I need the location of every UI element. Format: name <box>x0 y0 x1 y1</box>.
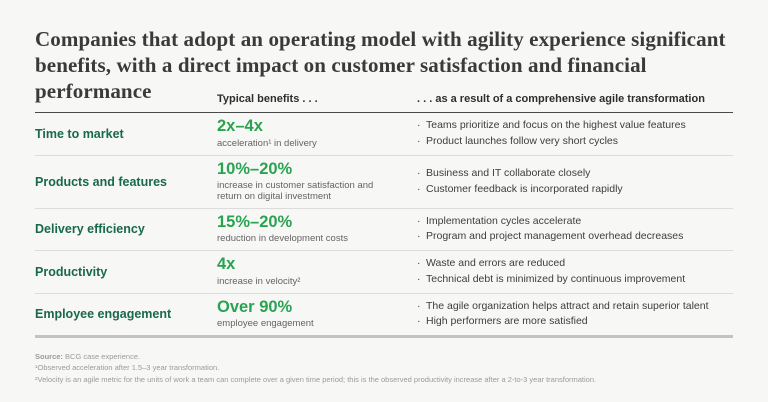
stat-value: 10%–20% <box>217 159 293 178</box>
row-stat-block: 4x increase in velocity² <box>217 256 417 287</box>
row-category-label: Employee engagement <box>35 307 172 322</box>
bullet-item: Teams prioritize and focus on the highes… <box>417 118 733 134</box>
row-stat-block: Over 90% employee engagement <box>217 297 417 330</box>
row-stat-block: 15%–20% reduction in development costs <box>217 212 417 245</box>
column-header-category <box>35 93 217 105</box>
stat-value: Over 90% <box>217 297 293 316</box>
stat-value: 4x <box>217 255 236 274</box>
table-row: Productivity 4x increase in velocity² Wa… <box>35 251 733 294</box>
bullet-item: Waste and errors are reduced <box>417 256 733 272</box>
table-row: Products and features 10%–20% increase i… <box>35 156 733 209</box>
row-category-label: Products and features <box>35 174 167 189</box>
footnote-1: ¹Observed acceleration after 1.5–3 year … <box>35 363 220 373</box>
bullet-item: Business and IT collaborate closely <box>417 166 733 182</box>
column-header-benefits: Typical benefits . . . <box>217 93 318 105</box>
stat-caption: increase in velocity² <box>217 275 301 287</box>
table-row: Employee engagement Over 90% employee en… <box>35 294 733 339</box>
row-bullet-list: Implementation cycles accelerateProgram … <box>417 214 733 246</box>
footnote-source: Source: BCG case experience. <box>35 351 738 362</box>
table-body: Time to market 2x–4x acceleration¹ in de… <box>35 113 733 339</box>
bullet-item: The agile organization helps attract and… <box>417 299 733 315</box>
column-header-results: . . . as a result of a comprehensive agi… <box>417 93 705 105</box>
bullet-item: High performers are more satisfied <box>417 314 733 330</box>
stat-value: 2x–4x <box>217 117 263 136</box>
row-stat-block: 10%–20% increase in customer satisfactio… <box>217 159 417 203</box>
source-label: Source: <box>35 352 63 361</box>
row-category-label: Delivery efficiency <box>35 222 145 237</box>
row-bullet-list: Business and IT collaborate closelyCusto… <box>417 166 733 198</box>
page-title: Companies that adopt an operating model … <box>35 27 726 104</box>
footnotes: Source: BCG case experience. ¹Observed a… <box>35 351 738 385</box>
row-stat-block: 2x–4x acceleration¹ in delivery <box>217 118 417 149</box>
bullet-item: Implementation cycles accelerate <box>417 214 733 230</box>
table-row: Delivery efficiency 15%–20% reduction in… <box>35 209 733 252</box>
stat-caption: reduction in development costs <box>217 233 348 245</box>
source-text: BCG case experience. <box>65 352 141 361</box>
bullet-item: Technical debt is minimized by continuou… <box>417 272 733 288</box>
stat-caption: increase in customer satisfaction and re… <box>217 179 374 203</box>
table-row: Time to market 2x–4x acceleration¹ in de… <box>35 113 733 156</box>
table-header-row: Typical benefits . . . . . . as a result… <box>35 93 733 113</box>
bullet-item: Customer feedback is incorporated rapidl… <box>417 182 733 198</box>
row-bullet-list: Waste and errors are reducedTechnical de… <box>417 256 733 288</box>
stat-caption: employee engagement <box>217 318 314 330</box>
bullet-item: Program and project management overhead … <box>417 229 733 245</box>
benefits-table: Typical benefits . . . . . . as a result… <box>35 93 733 339</box>
row-category-label: Time to market <box>35 126 124 141</box>
row-bullet-list: Teams prioritize and focus on the highes… <box>417 118 733 150</box>
stat-caption: acceleration¹ in delivery <box>217 137 317 149</box>
bullet-item: Product launches follow very short cycle… <box>417 134 733 150</box>
footnote-2: ²Velocity is an agile metric for the uni… <box>35 374 597 384</box>
stat-value: 15%–20% <box>217 212 293 231</box>
row-category-label: Productivity <box>35 264 108 279</box>
row-bullet-list: The agile organization helps attract and… <box>417 299 733 331</box>
